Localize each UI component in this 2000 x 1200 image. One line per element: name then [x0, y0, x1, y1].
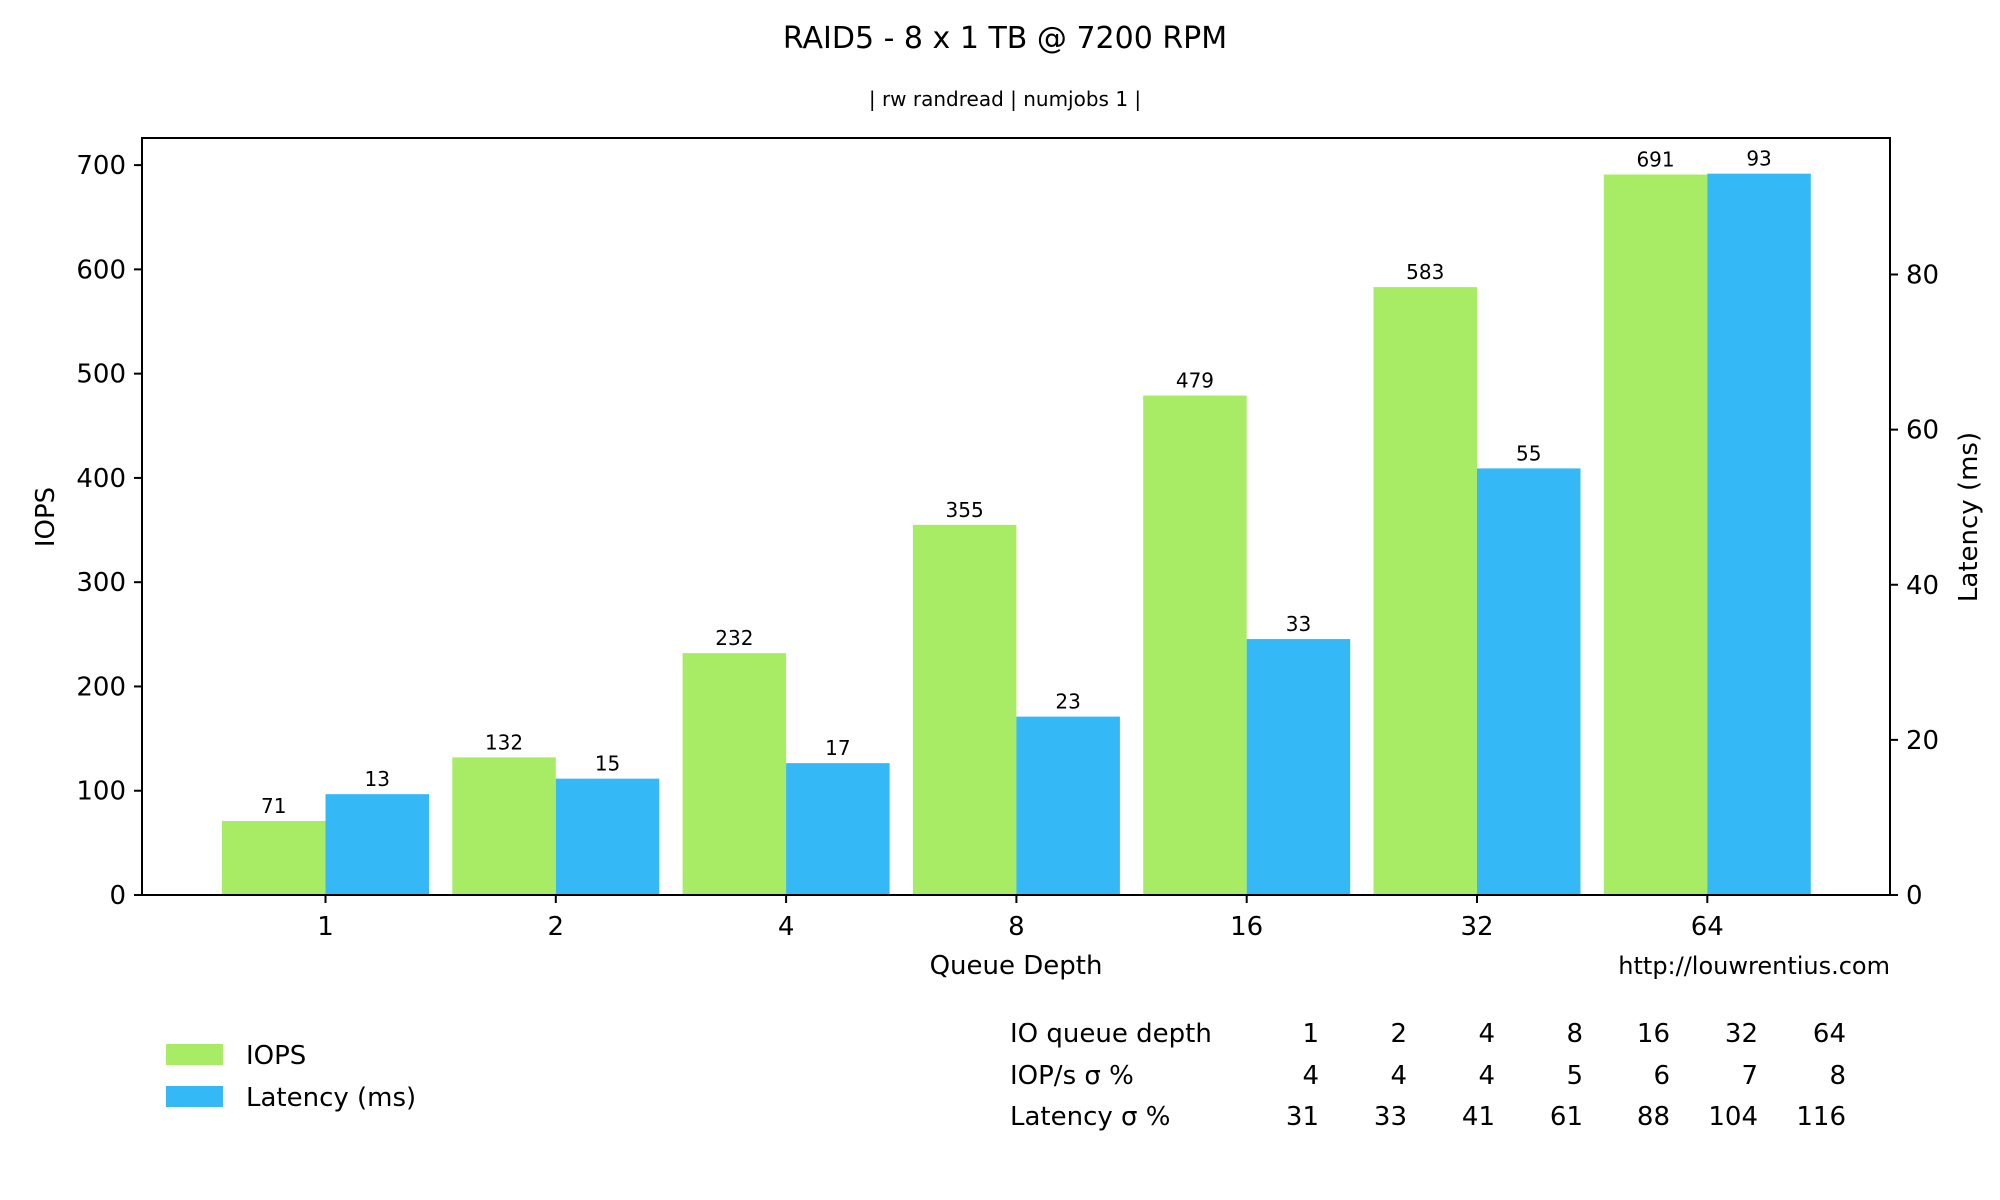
- y-right-tick-label-60: 60: [1906, 416, 1939, 446]
- stats-cell: 5: [1566, 1061, 1583, 1091]
- stats-cell: 61: [1550, 1102, 1583, 1132]
- data-label-iops-8: 355: [946, 498, 984, 522]
- stats-cell: 4: [1478, 1019, 1495, 1049]
- stats-row-label: Latency σ %: [1010, 1102, 1170, 1132]
- stats-cell: 4: [1478, 1061, 1495, 1091]
- legend-label-iops: IOPS: [246, 1041, 306, 1071]
- data-label-latency-1: 13: [365, 767, 390, 791]
- stats-row-label: IOP/s σ %: [1010, 1061, 1134, 1091]
- stats-cell: 31: [1286, 1102, 1319, 1132]
- bar-iops-16: [1143, 395, 1247, 895]
- bar-latency-4: [786, 763, 890, 895]
- stats-cell: 64: [1813, 1019, 1846, 1049]
- bar-latency-64: [1707, 173, 1811, 895]
- stats-cell: 1: [1302, 1019, 1319, 1049]
- x-tick-label-1: 1: [317, 912, 334, 942]
- x-tick-label-16: 16: [1230, 912, 1263, 942]
- data-label-iops-2: 132: [485, 730, 523, 754]
- data-label-latency-16: 33: [1286, 612, 1311, 636]
- bar-latency-32: [1477, 468, 1581, 895]
- y-tick-label-300: 300: [76, 568, 126, 598]
- bar-iops-64: [1603, 174, 1708, 895]
- stats-cell: 8: [1566, 1019, 1583, 1049]
- stats-cell: 16: [1637, 1019, 1670, 1049]
- bars-layer: [222, 173, 1811, 895]
- stats-cell: 8: [1829, 1061, 1846, 1091]
- x-tick-label-32: 32: [1460, 912, 1493, 942]
- stats-cell: 41: [1462, 1102, 1495, 1132]
- x-axis: 1 2 4 8 16 32 64: [317, 895, 1724, 942]
- y-axis-label: IOPS: [31, 487, 61, 547]
- y-tick-label-600: 600: [76, 255, 126, 285]
- stats-cell: 4: [1390, 1061, 1407, 1091]
- stats-cell: 104: [1708, 1102, 1758, 1132]
- x-tick-label-64: 64: [1691, 912, 1724, 942]
- bar-iops-2: [452, 757, 556, 895]
- y-right-tick-label-20: 20: [1906, 726, 1939, 756]
- data-label-latency-2: 15: [595, 752, 620, 776]
- chart-title: RAID5 - 8 x 1 TB @ 7200 RPM: [783, 21, 1227, 56]
- x-tick-label-8: 8: [1008, 912, 1025, 942]
- bar-iops-1: [222, 820, 326, 895]
- x-axis-label: Queue Depth: [930, 951, 1103, 981]
- stats-row-label: IO queue depth: [1010, 1019, 1212, 1049]
- data-label-latency-4: 17: [825, 736, 850, 760]
- stats-cell: 6: [1653, 1061, 1670, 1091]
- stats-cell: 116: [1796, 1102, 1846, 1132]
- legend-label-latency: Latency (ms): [246, 1083, 416, 1113]
- data-label-latency-32: 55: [1516, 441, 1541, 465]
- y-tick-label-700: 700: [76, 151, 126, 181]
- y-tick-label-400: 400: [76, 464, 126, 494]
- x-tick-label-4: 4: [778, 912, 795, 942]
- stats-cell: 7: [1741, 1061, 1758, 1091]
- y-right-tick-label-0: 0: [1906, 881, 1923, 911]
- stats-table: IO queue depth 1 2 4 8 16 32 64 IOP/s σ % 4 4 4 5 6 7 8…: [1010, 1019, 1846, 1132]
- watermark: http://louwrentius.com: [1618, 952, 1890, 980]
- data-label-latency-8: 23: [1055, 690, 1080, 714]
- bar-latency-1: [325, 794, 429, 895]
- stats-cell: 33: [1374, 1102, 1407, 1132]
- y-tick-label-500: 500: [76, 360, 126, 390]
- y-tick-label-100: 100: [76, 777, 126, 807]
- chart-subtitle: | rw randread | numjobs 1 |: [869, 87, 1141, 111]
- bar-latency-2: [555, 778, 660, 895]
- right-axis: 0 20 40 60 80: [1890, 261, 1939, 911]
- data-label-iops-16: 479: [1176, 369, 1214, 393]
- legend: IOPS Latency (ms): [166, 1041, 416, 1113]
- data-label-iops-1: 71: [261, 794, 286, 818]
- data-label-iops-32: 583: [1406, 260, 1444, 284]
- plot-frame: [141, 137, 1891, 896]
- x-tick-label-2: 2: [548, 912, 565, 942]
- y-tick-label-200: 200: [76, 672, 126, 702]
- data-label-iops-4: 232: [715, 626, 753, 650]
- bar-latency-8: [1016, 716, 1120, 895]
- bar-iops-8: [912, 524, 1017, 895]
- stats-cell: 4: [1302, 1061, 1319, 1091]
- data-label-iops-64: 691: [1636, 147, 1674, 171]
- bar-iops-32: [1373, 287, 1477, 895]
- bar-latency-16: [1246, 639, 1351, 895]
- legend-swatch-iops: [166, 1044, 223, 1065]
- stats-cell: 32: [1725, 1019, 1758, 1049]
- stats-cell: 88: [1637, 1102, 1670, 1132]
- data-label-latency-64: 93: [1746, 147, 1771, 171]
- bar-iops-4: [682, 653, 787, 895]
- stats-cell: 2: [1390, 1019, 1407, 1049]
- y-tick-label-0: 0: [109, 881, 126, 911]
- y-axis-right-label: Latency (ms): [1954, 432, 1984, 602]
- value-labels-layer: 71 13 132 15 232 17 355 23 479 33 583 55 691 93: [261, 147, 1772, 818]
- legend-swatch-latency: [166, 1086, 223, 1107]
- y-right-tick-label-40: 40: [1906, 571, 1939, 601]
- left-axis: 0 100 200 300 400 500 600 700: [76, 151, 142, 911]
- y-right-tick-label-80: 80: [1906, 261, 1939, 291]
